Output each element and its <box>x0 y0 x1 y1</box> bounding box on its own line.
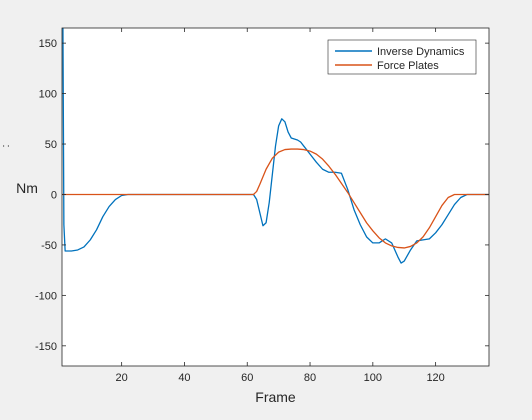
x-tick-label: 60 <box>241 372 253 384</box>
y-axis-label: Nm <box>16 180 38 196</box>
y-tick-label: 100 <box>39 89 57 101</box>
plot-area-background <box>62 28 489 366</box>
legend-box <box>327 39 477 75</box>
legend-label-force-plates: Force Plates <box>377 60 439 72</box>
x-axis-label: Frame <box>255 389 296 405</box>
x-tick-label: 120 <box>426 372 444 384</box>
series-line-force-plates <box>62 148 489 249</box>
y-tick-label: -150 <box>35 341 57 353</box>
x-tick-label: 40 <box>178 372 190 384</box>
x-tick-label: 100 <box>364 372 382 384</box>
series-layer <box>62 28 489 264</box>
y-tick-label: -100 <box>35 290 57 302</box>
y-tick-label: 50 <box>45 139 57 151</box>
y-tick-label: -50 <box>41 240 57 252</box>
x-tick-label: 20 <box>116 372 128 384</box>
y-tick-label: 0 <box>51 189 57 201</box>
x-tick-label: 80 <box>304 372 316 384</box>
y-tick-label: 150 <box>39 38 57 50</box>
y-axis-label-fragment: : <box>0 144 12 147</box>
tick-layer: 20 40 60 80 100 120 -150 -100 -50 0 50 100 150 <box>35 28 489 384</box>
plot-area-border <box>61 27 490 367</box>
legend-label-inverse-dynamics: Inverse Dynamics <box>377 46 465 58</box>
legend: Inverse Dynamics Force Plates <box>327 39 477 75</box>
series-line-inverse-dynamics <box>62 28 489 264</box>
